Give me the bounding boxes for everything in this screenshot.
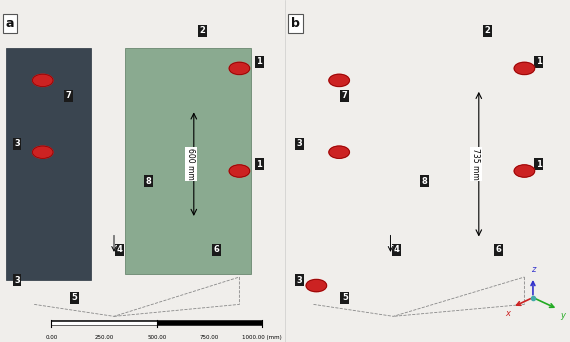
Text: 3: 3 <box>14 276 20 285</box>
Circle shape <box>32 146 53 158</box>
Text: 500.00: 500.00 <box>147 335 166 340</box>
Text: 3: 3 <box>296 139 302 148</box>
Circle shape <box>514 165 535 177</box>
Text: 0.00: 0.00 <box>45 335 58 340</box>
Text: 1: 1 <box>536 160 542 169</box>
Text: x: x <box>506 309 510 318</box>
Text: 3: 3 <box>14 139 20 148</box>
Text: 1000.00 (mm): 1000.00 (mm) <box>242 335 282 340</box>
Text: 4: 4 <box>117 245 123 254</box>
Circle shape <box>514 62 535 75</box>
Circle shape <box>229 165 250 177</box>
Circle shape <box>229 62 250 75</box>
Circle shape <box>32 74 53 87</box>
Text: 8: 8 <box>145 177 151 186</box>
Text: a: a <box>6 17 14 30</box>
Text: 8: 8 <box>422 177 428 186</box>
Text: z: z <box>531 265 535 274</box>
Text: 1: 1 <box>536 57 542 66</box>
Text: 7: 7 <box>66 91 71 100</box>
Circle shape <box>329 74 349 87</box>
Text: 4: 4 <box>393 245 399 254</box>
Text: y: y <box>560 311 565 320</box>
Text: 1: 1 <box>256 57 262 66</box>
Text: 2: 2 <box>200 26 205 35</box>
Text: 5: 5 <box>71 293 77 302</box>
Circle shape <box>329 146 349 158</box>
Text: 600 mm: 600 mm <box>186 148 196 180</box>
Circle shape <box>306 279 327 292</box>
Text: 735 mm: 735 mm <box>471 148 481 180</box>
FancyBboxPatch shape <box>6 48 91 280</box>
Text: 6: 6 <box>496 245 502 254</box>
Text: 750.00: 750.00 <box>200 335 219 340</box>
Text: 3: 3 <box>296 276 302 285</box>
Text: 7: 7 <box>342 91 348 100</box>
FancyBboxPatch shape <box>125 48 251 274</box>
Text: 250.00: 250.00 <box>95 335 113 340</box>
Text: 5: 5 <box>342 293 348 302</box>
Text: b: b <box>291 17 300 30</box>
Text: 6: 6 <box>214 245 219 254</box>
Text: 1: 1 <box>256 160 262 169</box>
Text: 2: 2 <box>484 26 490 35</box>
